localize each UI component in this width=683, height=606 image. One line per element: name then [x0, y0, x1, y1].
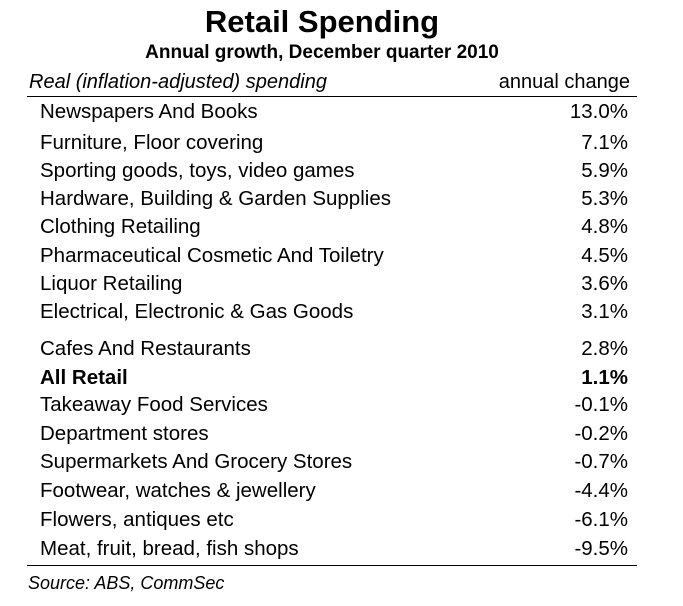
row-annual-change-value: -4.4%	[574, 479, 628, 502]
row-category-label: Footwear, watches & jewellery	[40, 479, 316, 502]
table-row: Newspapers And Books 13.0%	[0, 99, 683, 125]
table-row: Footwear, watches & jewellery -4.4%	[0, 478, 683, 504]
chart-title: Retail Spending	[204, 4, 440, 39]
chart-subtitle: Annual growth, December quarter 2010	[145, 42, 499, 63]
row-category-label: Flowers, antiques etc	[40, 508, 234, 531]
row-category-label: Hardware, Building & Garden Supplies	[40, 187, 391, 210]
table-row: Furniture, Floor covering 7.1%	[0, 130, 683, 156]
row-annual-change-value: -6.1%	[574, 508, 628, 531]
row-category-label: Supermarkets And Grocery Stores	[40, 450, 353, 473]
table-row: Meat, fruit, bread, fish shops -9.5%	[0, 536, 683, 562]
table-row: Liquor Retailing 3.6%	[0, 271, 683, 297]
row-annual-change-value: 2.8%	[581, 337, 628, 360]
row-category-label: Cafes And Restaurants	[40, 337, 251, 360]
row-annual-change-value: 3.6%	[581, 272, 628, 295]
source-note: Source: ABS, CommSec	[28, 573, 225, 593]
table-row: Department stores -0.2%	[0, 421, 683, 447]
row-category-label: Electrical, Electronic & Gas Goods	[40, 300, 354, 323]
row-annual-change-value: 1.1%	[581, 366, 628, 389]
row-annual-change-value: 13.0%	[569, 100, 628, 123]
table-row: Flowers, antiques etc -6.1%	[0, 507, 683, 533]
table-row: Hardware, Building & Garden Supplies 5.3%	[0, 186, 683, 212]
row-annual-change-value: -0.2%	[574, 422, 628, 445]
row-annual-change-value: 3.1%	[581, 300, 628, 323]
column-header-category: Real (inflation-adjusted) spending	[29, 71, 327, 93]
table-row: Electrical, Electronic & Gas Goods 3.1%	[0, 299, 683, 325]
row-category-label: Newspapers And Books	[40, 100, 258, 123]
row-category-label: Liquor Retailing	[40, 272, 183, 295]
footer-rule	[27, 565, 637, 566]
table-row: Clothing Retailing 4.8%	[0, 214, 683, 240]
row-annual-change-value: 5.9%	[581, 159, 628, 182]
table-row: Supermarkets And Grocery Stores -0.7%	[0, 449, 683, 475]
row-category-label: Furniture, Floor covering	[40, 131, 264, 154]
row-category-label: Clothing Retailing	[40, 215, 201, 238]
table-row: Cafes And Restaurants 2.8%	[0, 336, 683, 362]
row-category-label: Pharmaceutical Cosmetic And Toiletry	[40, 244, 384, 267]
row-category-label: Department stores	[40, 422, 209, 445]
row-annual-change-value: -0.7%	[574, 450, 628, 473]
row-category-label: Sporting goods, toys, video games	[40, 159, 355, 182]
header-rule	[27, 96, 637, 97]
row-annual-change-value: 4.8%	[581, 215, 628, 238]
row-annual-change-value: 4.5%	[581, 244, 628, 267]
row-category-label: All Retail	[40, 366, 128, 389]
row-annual-change-value: 5.3%	[581, 187, 628, 210]
row-annual-change-value: 7.1%	[581, 131, 628, 154]
row-category-label: Takeaway Food Services	[40, 393, 268, 416]
row-category-label: Meat, fruit, bread, fish shops	[40, 537, 299, 560]
row-annual-change-value: -9.5%	[574, 537, 628, 560]
row-annual-change-value: -0.1%	[574, 393, 628, 416]
table-row: All Retail 1.1%	[0, 365, 683, 391]
column-header-annual-change: annual change	[498, 71, 630, 93]
table-row: Pharmaceutical Cosmetic And Toiletry 4.5%	[0, 243, 683, 269]
table-row: Takeaway Food Services -0.1%	[0, 392, 683, 418]
table-row: Sporting goods, toys, video games 5.9%	[0, 158, 683, 184]
